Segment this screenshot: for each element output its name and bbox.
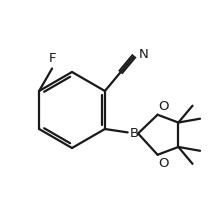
Text: F: F: [48, 53, 56, 66]
Text: N: N: [138, 48, 148, 61]
Text: O: O: [159, 157, 169, 170]
Text: O: O: [159, 100, 169, 113]
Text: B: B: [130, 127, 139, 140]
